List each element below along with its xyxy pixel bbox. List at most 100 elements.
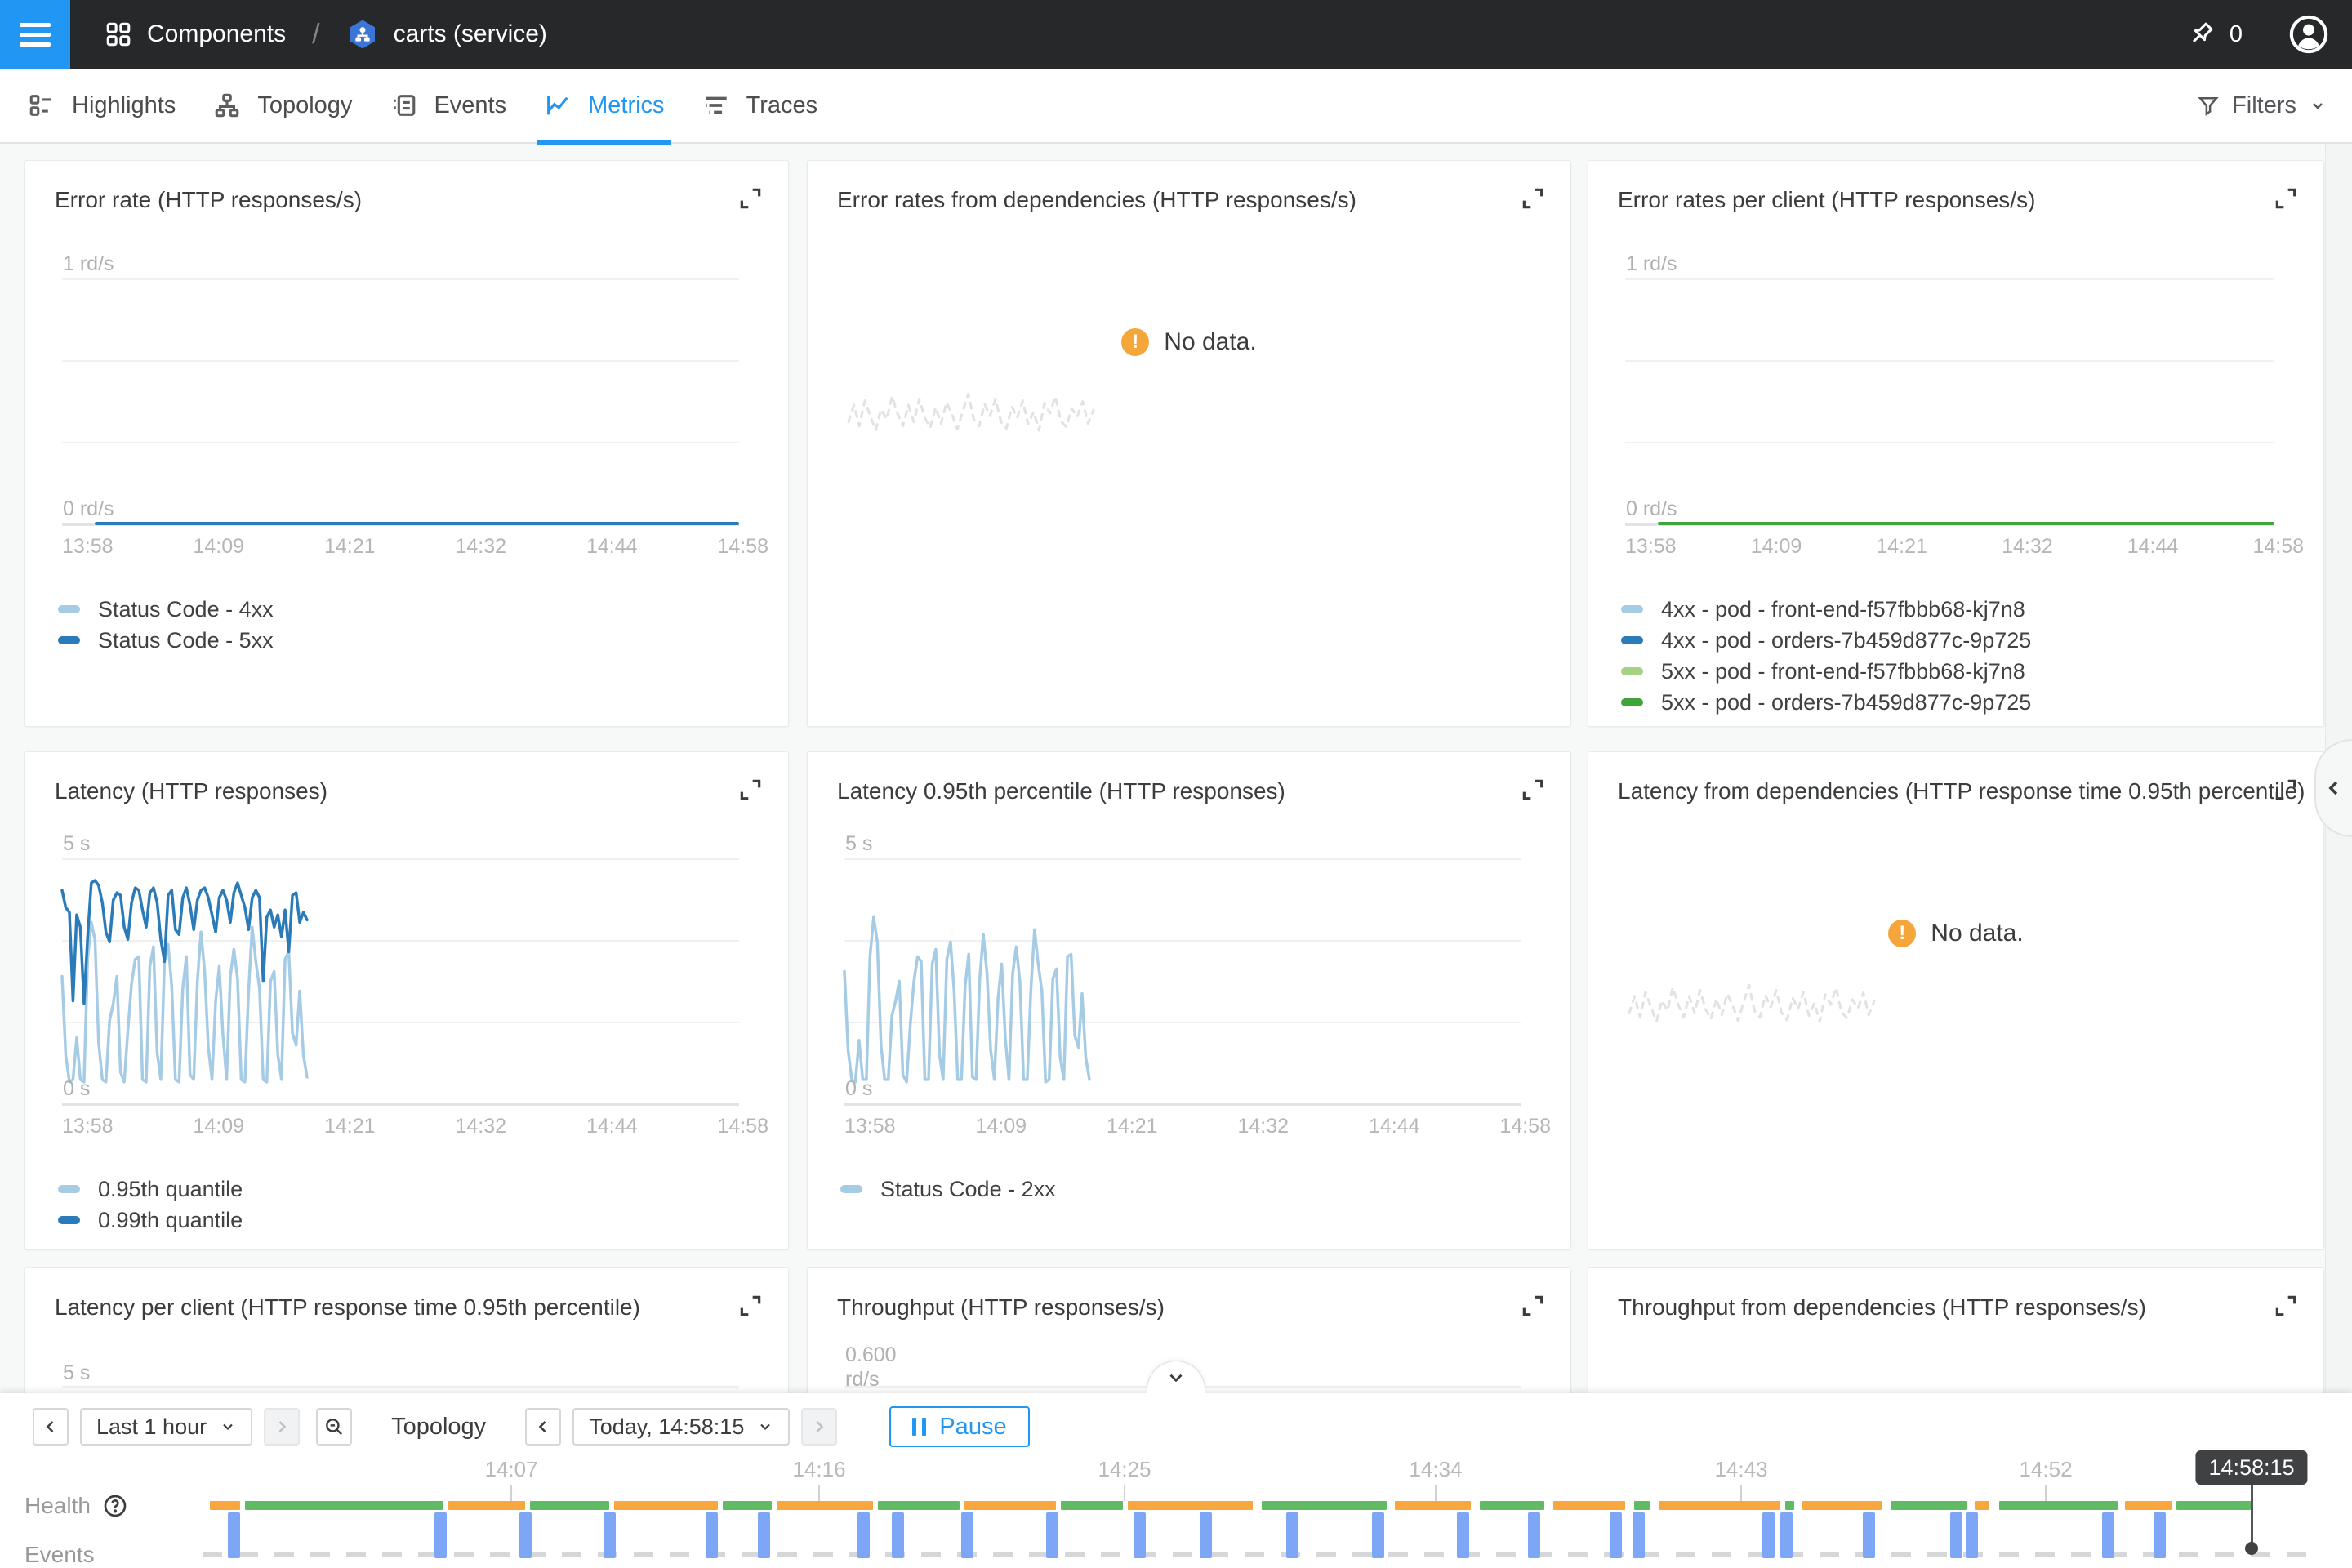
card-title: Latency per client (HTTP response time 0…	[55, 1294, 640, 1320]
x-tick-label: 14:44	[1368, 1115, 1420, 1138]
topology-forward-button[interactable]	[801, 1408, 838, 1446]
legend-item[interactable]: 5xx - pod - orders-7b459d877c-9p725	[1621, 687, 2031, 718]
breadcrumb-entity[interactable]: carts (service)	[346, 18, 547, 51]
health-segment-orange[interactable]	[1553, 1501, 1625, 1510]
card-title: Error rates from dependencies (HTTP resp…	[837, 187, 1356, 212]
health-segment-orange[interactable]	[448, 1501, 525, 1510]
x-tick-label: 14:09	[193, 535, 245, 558]
topology-time-label: Topology	[391, 1413, 487, 1440]
timeline-tick-label: 14:52	[2019, 1457, 2073, 1481]
tab-topology[interactable]: Topology	[213, 68, 352, 143]
time-range-dropdown[interactable]: Last 1 hour	[80, 1408, 253, 1446]
legend-item[interactable]: 0.99th quantile	[58, 1205, 243, 1236]
x-axis-labels: 13:58 14:09 14:21 14:32 14:44 14:58	[62, 535, 768, 559]
legend-item[interactable]: Status Code - 2xx	[840, 1174, 1056, 1205]
legend-item[interactable]: Status Code - 4xx	[58, 594, 274, 625]
health-segment-orange[interactable]	[1975, 1501, 1989, 1510]
legend-item[interactable]: 5xx - pod - front-end-f57fbbb68-kj7n8	[1621, 656, 2031, 687]
chart-error-rates-per-client[interactable]	[1625, 278, 1870, 524]
health-segment-green[interactable]	[878, 1501, 960, 1510]
health-row-label: Health	[24, 1493, 128, 1519]
health-segment-orange[interactable]	[210, 1501, 240, 1510]
timeline-tick-mark	[818, 1485, 820, 1501]
x-tick-label: 14:21	[323, 535, 376, 558]
tab-events[interactable]: Events	[390, 68, 506, 143]
health-segment-green[interactable]	[245, 1501, 443, 1510]
health-segment-orange[interactable]	[1659, 1501, 1780, 1510]
health-segment-green[interactable]	[723, 1501, 772, 1510]
no-data-placeholder-wave	[847, 392, 1095, 432]
tab-metrics[interactable]: Metrics	[537, 68, 672, 145]
card-title: Error rates per client (HTTP responses/s…	[1618, 187, 2036, 212]
expand-icon[interactable]	[737, 1291, 767, 1321]
chevron-down-icon	[223, 1423, 233, 1431]
x-tick-label: 14:58	[1499, 1115, 1551, 1138]
warning-icon	[1121, 328, 1150, 356]
expand-icon[interactable]	[1520, 1291, 1549, 1321]
legend-item[interactable]: 0.95th quantile	[58, 1174, 243, 1205]
time-control-bar: Last 1 hour Topology Today, 14:58:15 Pau…	[0, 1361, 2352, 1568]
x-tick-label: 14:09	[1750, 535, 1802, 558]
health-segment-green[interactable]	[1262, 1501, 1387, 1510]
pin-icon[interactable]	[2185, 19, 2216, 50]
card-error-rate: Error rate (HTTP responses/s) 1 rd/s 0 r…	[24, 160, 789, 727]
expand-icon[interactable]	[737, 775, 767, 804]
health-segment-green[interactable]	[1999, 1501, 2118, 1510]
x-tick-label: 14:32	[455, 535, 507, 558]
collapse-panel-button[interactable]	[2314, 739, 2352, 837]
legend-item[interactable]: 4xx - pod - front-end-f57fbbb68-kj7n8	[1621, 594, 2031, 625]
tab-highlights[interactable]: Highlights	[28, 68, 176, 143]
x-axis-labels: 13:58 14:09 14:21 14:32 14:44 14:58	[62, 1115, 768, 1138]
menu-icon[interactable]	[0, 0, 70, 69]
health-segment-green[interactable]	[1785, 1501, 1794, 1510]
tab-traces[interactable]: Traces	[702, 68, 817, 143]
health-segment-orange[interactable]	[964, 1501, 1056, 1510]
health-segment-green[interactable]	[1480, 1501, 1544, 1510]
legend-item[interactable]: Status Code - 5xx	[58, 625, 274, 656]
health-segment-green[interactable]	[1891, 1501, 1967, 1510]
x-tick-label: 14:32	[1237, 1115, 1290, 1138]
range-forward-button[interactable]	[264, 1408, 301, 1446]
breadcrumb-components[interactable]: Components	[105, 20, 286, 48]
app-header: Components / carts (service) 0	[0, 0, 2352, 69]
topology-back-button[interactable]	[525, 1408, 562, 1446]
expand-icon[interactable]	[737, 184, 767, 213]
x-tick-label: 14:58	[717, 535, 768, 558]
expand-icon[interactable]	[1520, 184, 1549, 213]
health-segment-orange[interactable]	[614, 1501, 718, 1510]
x-tick-label: 14:58	[717, 1115, 768, 1138]
filters-button[interactable]: Filters	[2196, 92, 2328, 119]
card-title: Latency 0.95th percentile (HTTP response…	[837, 778, 1285, 804]
timeline-tick-label: 14:25	[1098, 1457, 1152, 1481]
health-segment-green[interactable]	[1061, 1501, 1123, 1510]
expand-icon[interactable]	[2273, 775, 2302, 804]
chart-legend: 4xx - pod - front-end-f57fbbb68-kj7n8 4x…	[1621, 594, 2031, 718]
range-back-button[interactable]	[33, 1408, 69, 1446]
chart-error-rate[interactable]	[62, 278, 307, 524]
y-axis-min-label: 0 s	[63, 1077, 91, 1100]
chart-latency-95th[interactable]	[843, 858, 1091, 1104]
health-segment-orange[interactable]	[777, 1501, 873, 1510]
health-segment-orange[interactable]	[2125, 1501, 2172, 1510]
y-axis-max-label: 1 rd/s	[63, 252, 114, 275]
help-icon[interactable]	[102, 1493, 128, 1519]
expand-icon[interactable]	[2273, 184, 2302, 213]
health-segment-orange[interactable]	[1128, 1501, 1253, 1510]
x-axis-labels: 13:58 14:09 14:21 14:32 14:44 14:58	[1625, 535, 2304, 559]
health-segment-green[interactable]	[530, 1501, 609, 1510]
legend-item[interactable]: 4xx - pod - orders-7b459d877c-9p725	[1621, 625, 2031, 656]
timeline-tick-mark	[1740, 1485, 1742, 1501]
health-segment-green[interactable]	[2176, 1501, 2252, 1510]
x-tick-label: 13:58	[844, 1115, 896, 1138]
health-segment-orange[interactable]	[1802, 1501, 1882, 1510]
chart-latency[interactable]	[60, 858, 309, 1104]
service-hexagon-icon	[346, 18, 379, 51]
pause-button[interactable]: Pause	[889, 1406, 1030, 1447]
expand-icon[interactable]	[1520, 775, 1549, 804]
zoom-out-button[interactable]	[316, 1408, 353, 1446]
health-segment-green[interactable]	[1634, 1501, 1650, 1510]
health-segment-orange[interactable]	[1395, 1501, 1471, 1510]
expand-icon[interactable]	[2273, 1291, 2302, 1321]
user-avatar-icon[interactable]	[2287, 12, 2331, 56]
topology-datetime-dropdown[interactable]: Today, 14:58:15	[572, 1408, 791, 1446]
